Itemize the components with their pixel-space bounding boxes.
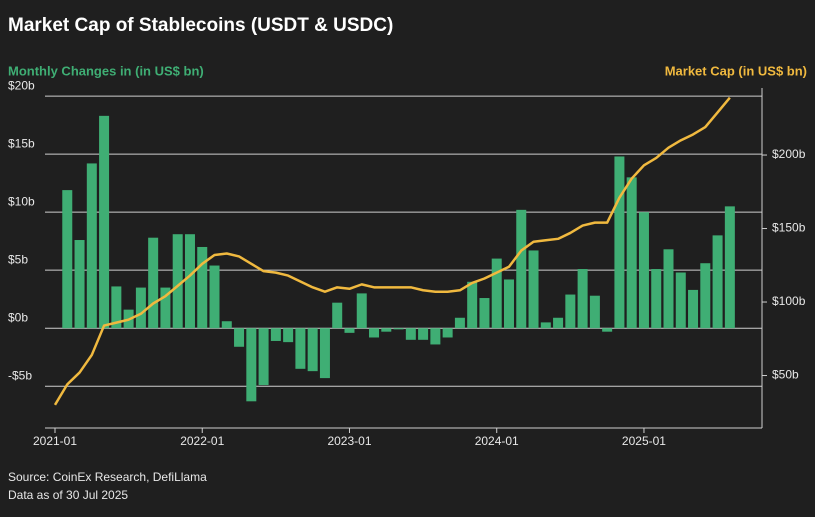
bar <box>553 317 564 329</box>
bar <box>197 246 208 329</box>
bar <box>638 212 649 329</box>
y2-tick-label: $200b <box>772 147 806 161</box>
bar <box>491 258 502 329</box>
bar <box>528 250 539 329</box>
bar <box>381 328 392 332</box>
x-tick-label: 2022-01 <box>180 434 224 448</box>
chart-title: Market Cap of Stablecoins (USDT & USDC) <box>8 15 393 36</box>
bar <box>454 317 465 329</box>
bar <box>111 286 122 329</box>
y-tick-label: $10b <box>8 194 35 208</box>
bar <box>540 322 551 329</box>
y-tick-label: $20b <box>8 78 35 92</box>
bar <box>99 115 110 329</box>
bar <box>135 287 146 329</box>
y-tick-label: $0b <box>8 310 28 324</box>
bar <box>467 281 478 329</box>
bar <box>516 209 527 329</box>
bar <box>356 293 367 329</box>
bar <box>160 287 171 329</box>
bar <box>184 234 195 329</box>
y2-tick-label: $150b <box>772 221 806 235</box>
y-tick-label: $15b <box>8 136 35 150</box>
y2-axis-label: Market Cap (in US$ bn) <box>665 63 807 78</box>
note: Data as of 30 Jul 2025 <box>8 488 128 502</box>
y-axis-label: Monthly Changes in (in US$ bn) <box>8 63 204 78</box>
bar <box>651 269 662 329</box>
bar <box>148 237 159 329</box>
bar <box>270 328 281 341</box>
bar <box>602 328 613 332</box>
bar <box>577 269 588 329</box>
x-tick-label: 2025-01 <box>622 434 666 448</box>
bar <box>589 295 600 329</box>
bar <box>258 328 269 386</box>
source: Source: CoinEx Research, DefiLlama <box>8 470 207 484</box>
bar <box>307 328 318 372</box>
bar <box>700 263 711 329</box>
x-tick-label: 2021-01 <box>33 434 77 448</box>
bar <box>234 328 245 347</box>
bar <box>369 328 380 338</box>
bar <box>246 328 257 402</box>
bar <box>663 249 674 329</box>
bar <box>319 328 330 379</box>
bar <box>614 156 625 329</box>
x-tick-label: 2024-01 <box>475 434 519 448</box>
bar <box>172 234 183 329</box>
bar <box>479 298 490 329</box>
bar <box>295 328 306 369</box>
y-tick-label: $5b <box>8 252 28 266</box>
bar <box>688 289 699 329</box>
bar <box>430 328 441 345</box>
x-tick-label: 2023-01 <box>327 434 371 448</box>
y2-tick-label: $50b <box>772 368 799 382</box>
bar <box>74 240 85 329</box>
bar <box>724 206 735 329</box>
y2-tick-label: $100b <box>772 294 806 308</box>
bar <box>675 272 686 329</box>
y-tick-label: -$5b <box>8 368 32 382</box>
bar <box>418 328 429 340</box>
bar <box>344 328 355 333</box>
line <box>53 96 731 406</box>
bar <box>503 279 514 329</box>
bar <box>221 321 232 329</box>
bar <box>405 328 416 340</box>
bar <box>393 328 404 330</box>
bar <box>86 163 97 329</box>
bar <box>209 265 220 329</box>
bar <box>283 328 294 343</box>
bar <box>442 328 453 338</box>
bar <box>565 294 576 329</box>
bar <box>62 190 73 329</box>
bar <box>626 177 637 329</box>
bar <box>332 302 343 329</box>
bar <box>712 235 723 329</box>
